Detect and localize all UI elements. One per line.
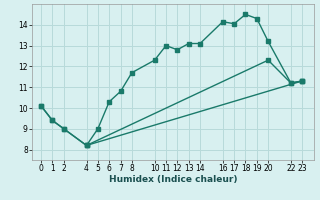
X-axis label: Humidex (Indice chaleur): Humidex (Indice chaleur) — [108, 175, 237, 184]
